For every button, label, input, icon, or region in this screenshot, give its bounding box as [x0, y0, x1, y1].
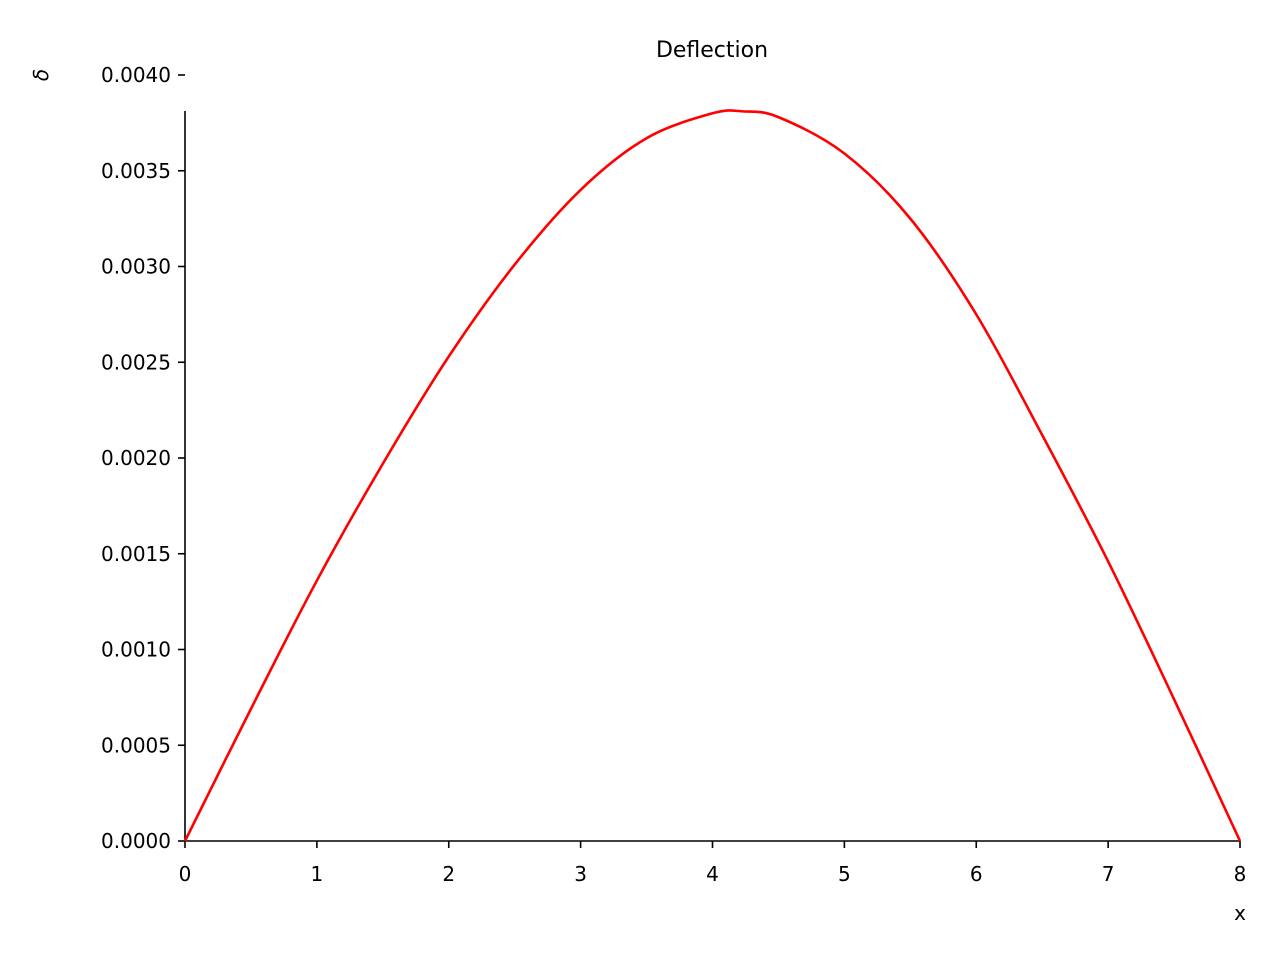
y-tick-label: 0.0035	[101, 159, 171, 183]
x-axis-label: x	[1234, 901, 1246, 925]
x-tick-label: 7	[1102, 862, 1115, 886]
x-axis-ticks: 0 1 2 3 4 5 6 7 8	[179, 841, 1247, 886]
x-tick-label: 1	[311, 862, 324, 886]
y-tick-label: 0.0010	[101, 638, 171, 662]
x-tick-label: 4	[706, 862, 719, 886]
chart-title: Deflection	[656, 38, 768, 63]
x-tick-label: 2	[442, 862, 455, 886]
y-axis-label: δ	[29, 69, 53, 81]
x-tick-label: 8	[1234, 862, 1247, 886]
y-tick-label: 0.0000	[101, 829, 171, 853]
y-tick-label: 0.0040	[101, 63, 171, 87]
x-tick-label: 5	[838, 862, 851, 886]
deflection-series-line	[183, 109, 1242, 842]
y-axis-ticks: 0.0000 0.0005 0.0010 0.0015 0.0020 0.0025 0.00…	[101, 63, 185, 853]
y-tick-label: 0.0030	[101, 255, 171, 279]
x-tick-label: 3	[574, 862, 587, 886]
y-tick-label: 0.0005	[101, 733, 171, 757]
x-tick-label: 6	[970, 862, 983, 886]
x-tick-label: 0	[179, 862, 192, 886]
y-tick-label: 0.0020	[101, 446, 171, 470]
y-tick-label: 0.0015	[101, 542, 171, 566]
y-tick-label: 0.0025	[101, 350, 171, 374]
